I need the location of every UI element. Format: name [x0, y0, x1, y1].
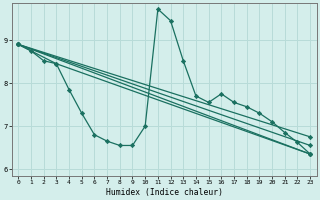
- X-axis label: Humidex (Indice chaleur): Humidex (Indice chaleur): [106, 188, 223, 197]
